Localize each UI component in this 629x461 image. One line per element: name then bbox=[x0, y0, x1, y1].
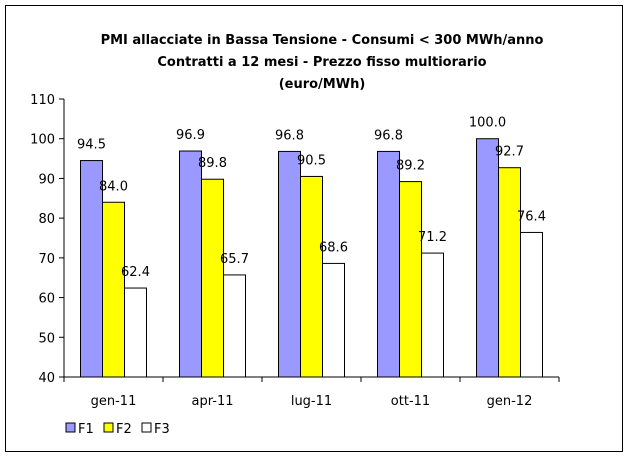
data-label-f2: 90.5 bbox=[297, 153, 326, 168]
bar-f3 bbox=[520, 231, 543, 378]
y-tick-label: 100 bbox=[30, 133, 55, 148]
data-label-f1: 96.9 bbox=[176, 128, 205, 143]
bar-f1 bbox=[476, 138, 499, 378]
bar-f1 bbox=[377, 150, 400, 378]
legend-swatch-f2 bbox=[103, 422, 114, 433]
data-label-f1: 94.5 bbox=[77, 138, 106, 153]
bar-f2 bbox=[498, 167, 521, 378]
bar-f3 bbox=[124, 287, 147, 378]
bar-f2 bbox=[300, 175, 323, 378]
bar-f3 bbox=[421, 252, 444, 378]
data-label-f3: 68.6 bbox=[319, 240, 348, 255]
x-tick-label: ott-11 bbox=[391, 394, 430, 409]
data-label-f2: 89.8 bbox=[198, 156, 227, 171]
bar-f3 bbox=[223, 274, 246, 378]
data-label-f2: 92.7 bbox=[495, 145, 524, 160]
data-label-f3: 76.4 bbox=[517, 209, 546, 224]
data-label-f2: 89.2 bbox=[396, 159, 425, 174]
bar-f3 bbox=[322, 262, 345, 378]
chart-title-line-1: PMI allacciate in Bassa Tensione - Consu… bbox=[101, 33, 544, 48]
bar-f2 bbox=[102, 201, 125, 378]
x-tick-label: apr-11 bbox=[192, 394, 234, 409]
y-tick-label: 110 bbox=[30, 93, 55, 108]
y-tick-label: 60 bbox=[38, 292, 55, 307]
x-tick-label: gen-12 bbox=[487, 394, 533, 409]
data-label-f1: 96.8 bbox=[374, 128, 403, 143]
bar-f1 bbox=[278, 150, 301, 378]
legend-swatch-f1 bbox=[65, 422, 76, 433]
data-label-f3: 65.7 bbox=[220, 252, 249, 267]
data-label-f3: 62.4 bbox=[121, 265, 150, 280]
y-tick-label: 50 bbox=[38, 331, 55, 346]
chart-title-line-2: Contratti a 12 mesi - Prezzo fisso multi… bbox=[157, 55, 486, 70]
bar-f2 bbox=[399, 181, 422, 378]
legend: F1 F2 F3 bbox=[65, 422, 170, 437]
bar-f1 bbox=[179, 150, 202, 378]
y-tick-label: 90 bbox=[38, 172, 55, 187]
legend-label-f2: F2 bbox=[116, 422, 132, 437]
legend-label-f3: F3 bbox=[154, 422, 170, 437]
bar-f2 bbox=[201, 178, 224, 378]
data-label-f1: 100.0 bbox=[469, 116, 506, 131]
y-tick-label: 70 bbox=[38, 252, 55, 267]
data-label-f1: 96.8 bbox=[275, 128, 304, 143]
x-tick-label: lug-11 bbox=[291, 394, 332, 409]
x-tick-label: gen-11 bbox=[91, 394, 137, 409]
legend-swatch-f3 bbox=[141, 422, 152, 433]
y-tick-label: 80 bbox=[38, 212, 55, 227]
chart-title-line-3: (euro/MWh) bbox=[279, 77, 366, 92]
plot-area: 40 50 60 70 80 90 100 110 94.5 84.0 62.4 gen-11 96.9… bbox=[30, 93, 560, 409]
data-label-f2: 84.0 bbox=[99, 179, 128, 194]
y-tick-label: 40 bbox=[38, 371, 55, 386]
data-label-f3: 71.2 bbox=[418, 230, 447, 245]
legend-label-f1: F1 bbox=[78, 422, 94, 437]
